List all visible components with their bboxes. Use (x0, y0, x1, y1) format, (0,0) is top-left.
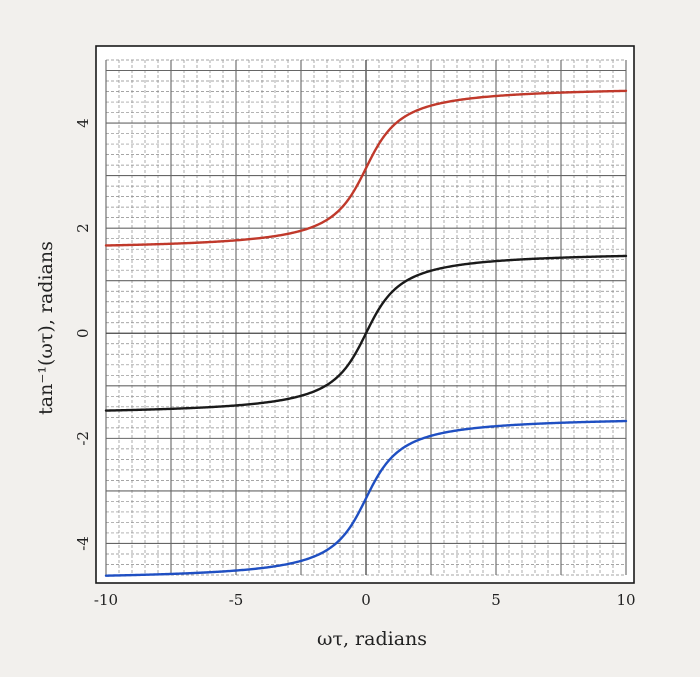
series-layer (104, 89, 628, 577)
x-tick-label: -10 (94, 591, 118, 609)
plot-frame (95, 45, 635, 584)
series-line-2 (104, 254, 628, 412)
series-line-3 (104, 419, 628, 577)
y-tick-label: -2 (74, 431, 92, 446)
x-tick-label: 5 (491, 591, 501, 609)
x-tick-label: 0 (361, 591, 371, 609)
y-axis-label: tan⁻¹(ωτ), radians (35, 241, 57, 415)
y-tick-label: 4 (74, 118, 92, 128)
y-tick-label: 2 (74, 223, 92, 233)
y-tick-labels: -4 -2 0 2 4 (74, 118, 92, 550)
x-tick-labels: -10 -5 0 5 10 (94, 591, 636, 609)
grid-major (105, 60, 627, 575)
y-tick-label: -4 (74, 536, 92, 551)
x-axis-label: ωτ, radians (317, 628, 427, 650)
x-tick-label: 10 (616, 591, 635, 609)
series-line-1 (104, 89, 628, 247)
x-tick-label: -5 (229, 591, 244, 609)
y-tick-label: 0 (74, 328, 92, 338)
